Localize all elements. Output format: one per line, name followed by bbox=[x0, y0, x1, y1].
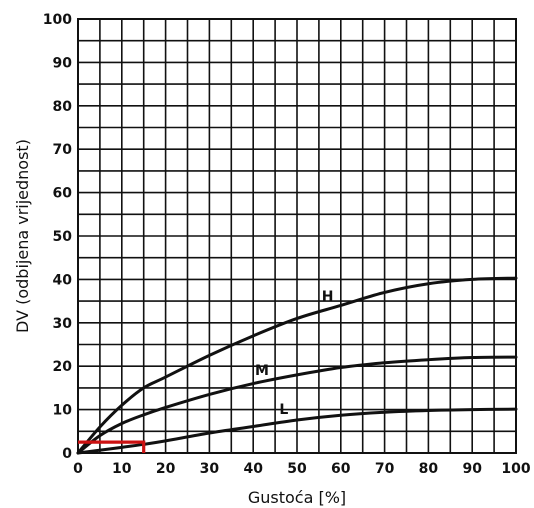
x-tick-label: 60 bbox=[331, 461, 351, 477]
y-tick-label: 90 bbox=[53, 55, 73, 71]
series-label-l: L bbox=[279, 402, 288, 418]
y-tick-label: 20 bbox=[53, 359, 73, 375]
y-tick-label: 80 bbox=[53, 99, 73, 115]
x-tick-label: 40 bbox=[243, 461, 263, 477]
x-tick-label: 100 bbox=[501, 461, 530, 477]
y-tick-label: 40 bbox=[53, 272, 73, 288]
highlight-line bbox=[78, 440, 146, 453]
y-tick-label: 0 bbox=[62, 446, 72, 462]
x-tick-label: 10 bbox=[112, 461, 132, 477]
x-tick-label: 50 bbox=[287, 461, 307, 477]
series-line-h bbox=[76, 276, 518, 455]
series-labels: H M L bbox=[255, 289, 334, 418]
x-tick-label: 70 bbox=[375, 461, 395, 477]
grid bbox=[77, 18, 517, 454]
y-tick-label: 100 bbox=[43, 12, 72, 28]
x-tick-label: 90 bbox=[462, 461, 482, 477]
series-label-m: M bbox=[255, 363, 269, 379]
series-curves bbox=[76, 276, 518, 455]
plot-frame bbox=[77, 18, 517, 454]
x-tick-label: 0 bbox=[73, 461, 83, 477]
y-tick-label: 30 bbox=[53, 316, 73, 332]
series-line-l bbox=[76, 407, 518, 455]
series-line-m bbox=[76, 355, 518, 455]
y-tick-label: 10 bbox=[53, 403, 73, 419]
tick-labels: 0 10 20 30 40 50 60 70 80 90 100 0 10 20 30 40 50 60 70 80 9… bbox=[43, 12, 531, 477]
x-axis-label: Gustoća [%] bbox=[248, 488, 346, 507]
y-tick-label: 50 bbox=[53, 229, 73, 245]
y-tick-label: 60 bbox=[53, 186, 73, 202]
y-tick-label: 70 bbox=[53, 142, 73, 158]
y-axis-label: DV (odbijena vrijednost) bbox=[13, 139, 32, 333]
highlight-marker bbox=[78, 440, 146, 453]
x-tick-label: 30 bbox=[200, 461, 220, 477]
x-tick-label: 80 bbox=[419, 461, 439, 477]
x-tick-label: 20 bbox=[156, 461, 176, 477]
series-label-h: H bbox=[322, 289, 334, 305]
